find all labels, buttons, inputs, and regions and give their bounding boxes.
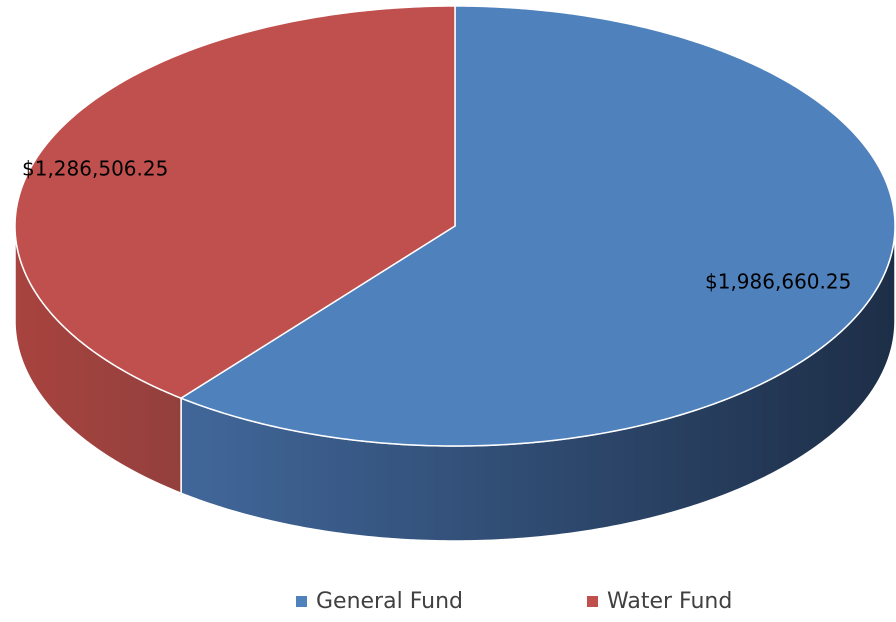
legend-swatch xyxy=(587,596,598,607)
legend-swatch xyxy=(296,596,307,607)
data-label: $1,986,660.25 xyxy=(705,270,851,294)
slice xyxy=(14,5,456,400)
data-label: $1,286,506.25 xyxy=(22,157,168,181)
legend-label: Water Fund xyxy=(607,589,732,614)
slice xyxy=(179,5,896,447)
legend-label: General Fund xyxy=(316,589,463,614)
